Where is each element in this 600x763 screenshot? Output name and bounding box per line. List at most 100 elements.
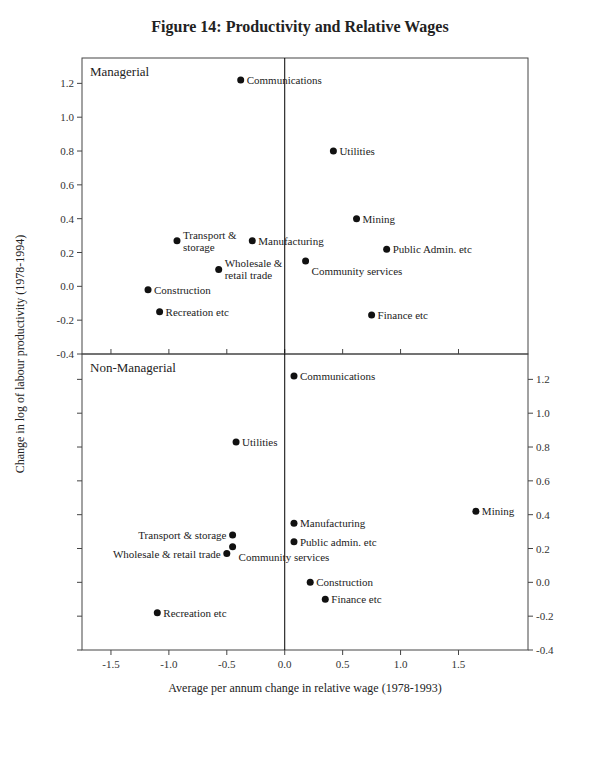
y-tick (528, 413, 533, 414)
point-labels: CommunicationsUtilitiesTransport &storag… (154, 74, 472, 321)
x-tick (458, 349, 459, 354)
x-tick-label: 1.0 (394, 658, 408, 670)
y-tick-label: 1.2 (536, 373, 550, 385)
x-tick (226, 650, 227, 655)
point (368, 312, 375, 319)
y-tick-label: 1.2 (60, 77, 74, 89)
point (145, 286, 152, 293)
point (307, 579, 314, 586)
y-tick (77, 354, 82, 355)
y-tick (77, 83, 82, 84)
point-label: Finance etc (378, 309, 429, 321)
panel: -1.5-1.0-0.50.00.51.01.5-0.4-0.20.00.20.… (77, 354, 554, 695)
point-label-line: Community services (312, 265, 403, 277)
y-tick-label: 0.2 (60, 247, 74, 259)
point-label-line: Wholesale & retail trade (113, 548, 221, 560)
y-tick-label: 1.0 (536, 407, 550, 419)
point-label-line: Public admin. etc (300, 536, 377, 548)
point-label-line: Communications (247, 74, 322, 86)
point-label: Mining (482, 505, 515, 517)
x-tick-label: -1.5 (102, 658, 120, 670)
y-tick-label: -0.4 (57, 348, 75, 360)
point-label: Communications (247, 74, 322, 86)
y-tick-label: 0.8 (536, 441, 550, 453)
point-label: Mining (363, 213, 396, 225)
y-tick (528, 447, 533, 448)
plot-area (145, 58, 391, 354)
point-label: Transport &storage (183, 229, 237, 253)
point-label: Construction (316, 576, 373, 588)
y-tick (77, 286, 82, 287)
y-tick (77, 117, 82, 118)
y-tick (528, 379, 533, 380)
y-tick (77, 151, 82, 152)
point-label: Manufacturing (300, 517, 366, 529)
point-label: Construction (154, 284, 211, 296)
x-axis-label: Average per annum change in relative wag… (168, 681, 441, 695)
point-label: Communications (300, 370, 375, 382)
panel-label: Non-Managerial (90, 360, 176, 375)
panel-label: Managerial (90, 64, 150, 79)
y-tick (77, 184, 82, 185)
panel: -0.4-0.20.00.20.40.60.81.01.2ManagerialC… (57, 58, 528, 360)
y-tick-label: 0.6 (60, 179, 74, 191)
point-label: Manufacturing (258, 235, 324, 247)
background (0, 0, 600, 763)
y-tick (77, 252, 82, 253)
y-tick-label: 1.0 (60, 111, 74, 123)
y-tick (77, 320, 82, 321)
point-label-line: Manufacturing (258, 235, 324, 247)
point (383, 246, 390, 253)
point-label: Wholesale &retail trade (225, 257, 283, 281)
y-tick-label: 0.4 (536, 509, 550, 521)
point-label: Public Admin. etc (393, 243, 472, 255)
point-label-line: Transport & (183, 229, 237, 241)
x-tick (110, 650, 111, 655)
x-tick-label: 0.5 (336, 658, 350, 670)
y-tick (528, 480, 533, 481)
y-tick-label: 0.2 (536, 543, 550, 555)
y-tick-label: 0.4 (60, 213, 74, 225)
point (290, 372, 297, 379)
y-tick (77, 650, 82, 651)
point-label-line: Transport & storage (138, 529, 226, 541)
point (330, 148, 337, 155)
point-label-line: storage (183, 241, 215, 253)
point (322, 596, 329, 603)
x-tick (284, 650, 285, 655)
point-label: Public admin. etc (300, 536, 377, 548)
reference-line (284, 58, 285, 354)
x-tick-label: 1.5 (452, 658, 466, 670)
x-tick (342, 650, 343, 655)
y-tick (528, 616, 533, 617)
point-label: Community services (239, 551, 330, 563)
y-tick (77, 379, 82, 380)
x-tick (168, 349, 169, 354)
point-label: Wholesale & retail trade (113, 548, 221, 560)
point-labels: Communications Utilities Mining Manufacturi… (113, 370, 515, 619)
x-tick (458, 650, 459, 655)
point-label-line: Recreation etc (166, 306, 229, 318)
y-tick-label: 0.8 (60, 145, 74, 157)
point-label-line: Wholesale & (225, 257, 283, 269)
y-tick (77, 514, 82, 515)
point (472, 508, 479, 515)
point (233, 438, 240, 445)
y-tick (77, 582, 82, 583)
x-tick (400, 650, 401, 655)
y-axis-label: Change in log of labour productivity (19… (13, 235, 27, 474)
y-tick-label: -0.4 (536, 644, 554, 656)
point-label-line: Public Admin. etc (393, 243, 472, 255)
point-label-line: retail trade (225, 269, 272, 281)
y-tick (528, 650, 533, 651)
point-label-line: Utilities (242, 436, 277, 448)
y-tick-label: 0.6 (536, 475, 550, 487)
chart: Figure 14: Productivity and Relative Wag… (0, 0, 600, 763)
point-label-line: Mining (363, 213, 396, 225)
y-tick-label: 0.0 (60, 280, 74, 292)
plot-frame (82, 58, 528, 354)
plot-area (154, 354, 480, 650)
point (229, 543, 236, 550)
point (229, 531, 236, 538)
point-label: Community services (312, 265, 403, 277)
